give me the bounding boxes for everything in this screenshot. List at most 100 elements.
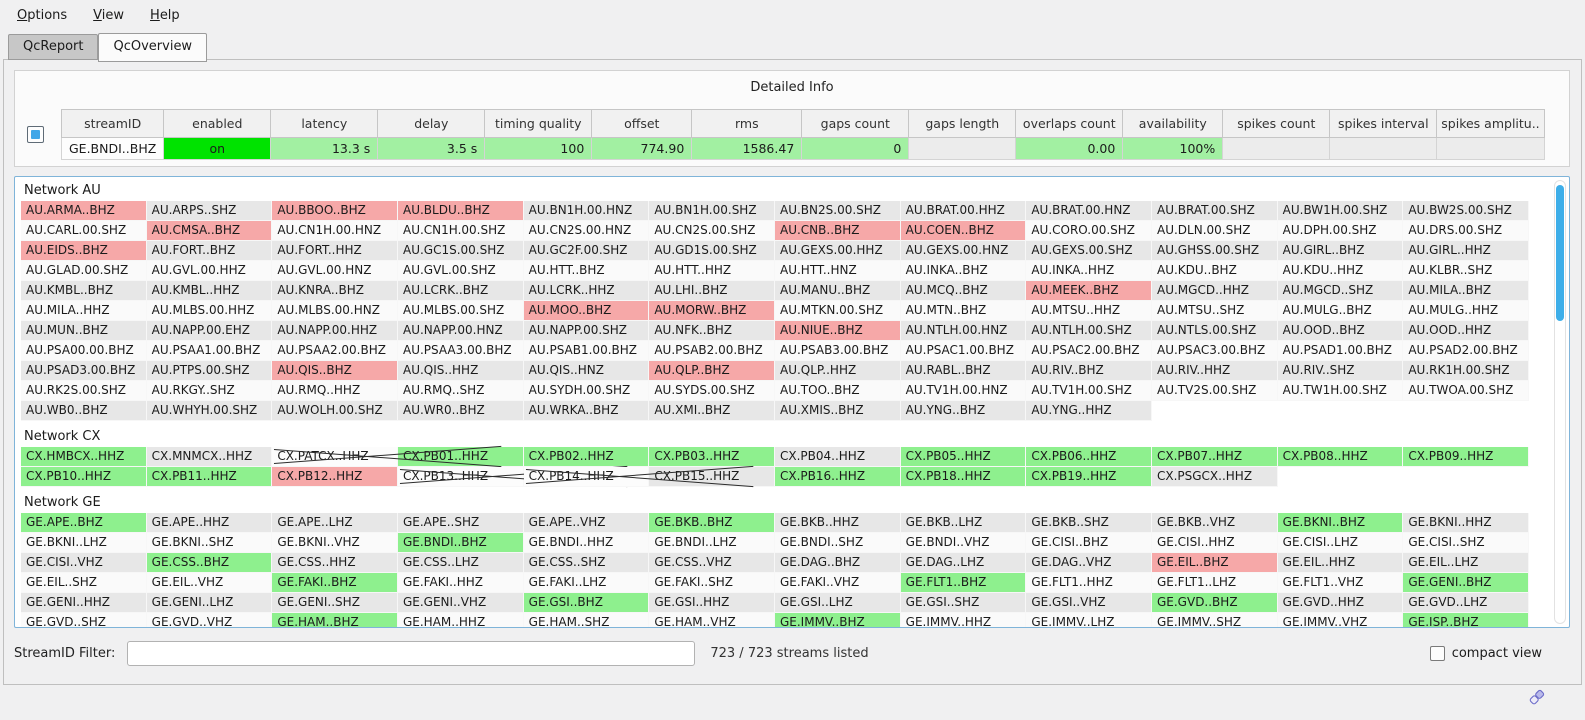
stream-cell[interactable]: GE.EIL..BHZ	[1151, 553, 1278, 573]
stream-cell[interactable]: AU.YNG..BHZ	[900, 401, 1027, 421]
stream-cell[interactable]: AU.QIS..HNZ	[523, 361, 650, 381]
stream-cell[interactable]: AU.TOO..BHZ	[774, 381, 901, 401]
stream-cell[interactable]: CX.PB14..HHZ	[523, 467, 650, 487]
stream-cell[interactable]: AU.RIV..SHZ	[1277, 361, 1404, 381]
stream-cell[interactable]: GE.CISI..SHZ	[1403, 533, 1529, 553]
stream-cell[interactable]: GE.GVD..VHZ	[146, 613, 273, 627]
stream-cell[interactable]: AU.PSAB2.00.BHZ	[649, 341, 775, 361]
stream-cell[interactable]: AU.MTN..BHZ	[900, 301, 1027, 321]
stream-cell[interactable]: AU.NAPP.00.SHZ	[523, 321, 650, 341]
stream-cell[interactable]: GE.GENI..BHZ	[1403, 573, 1529, 593]
stream-cell[interactable]: GE.DAG..VHZ	[1026, 553, 1152, 573]
stream-cell[interactable]: GE.GENI..HHZ	[21, 593, 147, 613]
stream-cell[interactable]: GE.BNDI..SHZ	[774, 533, 901, 553]
stream-cell[interactable]: AU.MLBS.00.HNZ	[272, 301, 398, 321]
stream-cell[interactable]: AU.RMQ..SHZ	[397, 381, 524, 401]
stream-cell[interactable]: AU.TV2S.00.SHZ	[1151, 381, 1278, 401]
stream-cell[interactable]: GE.GENI..LHZ	[146, 593, 273, 613]
stream-cell[interactable]: AU.DLN.00.SHZ	[1151, 221, 1278, 241]
stream-cell[interactable]: AU.BN2S.00.SHZ	[774, 201, 901, 221]
stream-cell[interactable]: CX.PB08..HHZ	[1277, 447, 1404, 467]
stream-cell[interactable]: AU.PSAD2.00.BHZ	[1403, 341, 1529, 361]
stream-cell[interactable]: AU.KMBL..BHZ	[21, 281, 147, 301]
stream-cell[interactable]: AU.GD1S.00.SHZ	[649, 241, 775, 261]
stream-cell[interactable]: CX.PB18..HHZ	[900, 467, 1027, 487]
stream-cell[interactable]: CX.PB06..HHZ	[1026, 447, 1152, 467]
menu-options[interactable]: Options	[17, 7, 68, 23]
stream-cell[interactable]: AU.GIRL..HHZ	[1403, 241, 1529, 261]
stream-cell[interactable]: AU.LHI..BHZ	[649, 281, 775, 301]
stream-enable-checkbox-icon[interactable]	[27, 126, 44, 143]
stream-cell[interactable]: AU.GIRL..BHZ	[1277, 241, 1404, 261]
stream-cell[interactable]: AU.PSAA2.00.BHZ	[272, 341, 398, 361]
stream-cell[interactable]: AU.CMSA..BHZ	[146, 221, 273, 241]
stream-cell[interactable]: AU.MANU..BHZ	[774, 281, 901, 301]
stream-cell[interactable]: CX.PB16..HHZ	[774, 467, 901, 487]
stream-cell[interactable]: AU.PSAC2.00.BHZ	[1026, 341, 1152, 361]
stream-cell[interactable]: AU.FORT..BHZ	[146, 241, 273, 261]
stream-cell[interactable]: AU.PSA00.00.BHZ	[21, 341, 147, 361]
stream-cell[interactable]: AU.PSAD3.00.BHZ	[21, 361, 147, 381]
stream-cell[interactable]: GE.FAKI..VHZ	[774, 573, 901, 593]
stream-cell[interactable]: AU.RKGY..SHZ	[146, 381, 273, 401]
stream-cell[interactable]: AU.TV1H.00.HNZ	[900, 381, 1027, 401]
stream-cell[interactable]: AU.RK1H.00.SHZ	[1403, 361, 1529, 381]
stream-cell[interactable]: GE.EIL..VHZ	[146, 573, 273, 593]
stream-cell[interactable]: AU.NAPP.00.EHZ	[146, 321, 273, 341]
stream-cell[interactable]: GE.CSS..SHZ	[523, 553, 650, 573]
stream-cell[interactable]: GE.CSS..LHZ	[397, 553, 524, 573]
stream-cell[interactable]: AU.TV1H.00.SHZ	[1026, 381, 1152, 401]
stream-cell[interactable]: CX.PB13..HHZ	[397, 467, 524, 487]
stream-cell[interactable]: AU.WHYH.00.SHZ	[146, 401, 273, 421]
stream-cell[interactable]: GE.CISI..LHZ	[1277, 533, 1404, 553]
stream-cell[interactable]: CX.PATCX..HHZ	[272, 447, 398, 467]
stream-cell[interactable]: GE.FAKI..LHZ	[523, 573, 650, 593]
stream-cell[interactable]: CX.PB05..HHZ	[900, 447, 1027, 467]
stream-cell[interactable]: AU.PTPS.00.SHZ	[146, 361, 273, 381]
stream-cell[interactable]: AU.KLBR..SHZ	[1403, 261, 1529, 281]
stream-cell[interactable]: AU.OOD..HHZ	[1403, 321, 1529, 341]
stream-cell[interactable]: AU.GVL.00.SHZ	[397, 261, 524, 281]
stream-cell[interactable]: GE.GVD..SHZ	[21, 613, 147, 627]
stream-cell[interactable]: GE.BKNI..VHZ	[272, 533, 398, 553]
stream-cell[interactable]: AU.MUN..BHZ	[21, 321, 147, 341]
stream-cell[interactable]: AU.MORW..BHZ	[649, 301, 775, 321]
stream-cell[interactable]: AU.RIV..BHZ	[1026, 361, 1152, 381]
stream-cell[interactable]: GE.CISI..BHZ	[1026, 533, 1152, 553]
stream-cell[interactable]: AU.MTKN.00.SHZ	[774, 301, 901, 321]
stream-cell[interactable]: CX.PB11..HHZ	[146, 467, 273, 487]
stream-cell[interactable]: CX.PB02..HHZ	[523, 447, 650, 467]
stream-cell[interactable]: AU.PSAB1.00.BHZ	[523, 341, 650, 361]
stream-cell[interactable]: AU.OOD..BHZ	[1277, 321, 1404, 341]
stream-cell[interactable]: CX.PB09..HHZ	[1403, 447, 1529, 467]
stream-cell[interactable]: AU.MGCD..HHZ	[1151, 281, 1278, 301]
stream-cell[interactable]: AU.BRAT.00.HNZ	[1026, 201, 1152, 221]
stream-cell[interactable]: CX.PB04..HHZ	[774, 447, 901, 467]
stream-cell[interactable]: AU.NFK..BHZ	[649, 321, 775, 341]
stream-cell[interactable]: AU.WRKA..BHZ	[523, 401, 650, 421]
stream-cell[interactable]: GE.BNDI..VHZ	[900, 533, 1027, 553]
stream-cell[interactable]: AU.BN1H.00.SHZ	[649, 201, 775, 221]
stream-cell[interactable]: AU.BBOO..BHZ	[272, 201, 398, 221]
stream-cell[interactable]: AU.MULG..BHZ	[1277, 301, 1404, 321]
stream-cell[interactable]: CX.PB03..HHZ	[649, 447, 775, 467]
stream-cell[interactable]: GE.BNDI..LHZ	[649, 533, 775, 553]
stream-cell[interactable]: AU.INKA..BHZ	[900, 261, 1027, 281]
stream-cell[interactable]: CX.MNMCX..HHZ	[146, 447, 273, 467]
compact-view-checkbox[interactable]	[1429, 645, 1445, 661]
stream-cell[interactable]: GE.CSS..BHZ	[146, 553, 273, 573]
stream-cell[interactable]: AU.GVL.00.HNZ	[272, 261, 398, 281]
stream-cell[interactable]: GE.BKNI..LHZ	[21, 533, 147, 553]
stream-cell[interactable]: AU.GEXS.00.HHZ	[774, 241, 901, 261]
stream-cell[interactable]: GE.BKNI..BHZ	[1277, 513, 1404, 533]
tab-qcreport[interactable]: QcReport	[8, 34, 99, 60]
stream-cell[interactable]: AU.NTLH.00.SHZ	[1026, 321, 1152, 341]
stream-cell[interactable]: AU.BW1H.00.SHZ	[1277, 201, 1404, 221]
stream-cell[interactable]: CX.PB12..HHZ	[272, 467, 398, 487]
menu-view[interactable]: View	[93, 7, 125, 23]
stream-cell[interactable]: GE.FLT1..VHZ	[1277, 573, 1404, 593]
stream-cell[interactable]: GE.EIL..LHZ	[1403, 553, 1529, 573]
stream-cell[interactable]: AU.PSAB3.00.BHZ	[774, 341, 901, 361]
stream-cell[interactable]: GE.BKB..BHZ	[649, 513, 775, 533]
stream-cell[interactable]: AU.BRAT.00.HHZ	[900, 201, 1027, 221]
